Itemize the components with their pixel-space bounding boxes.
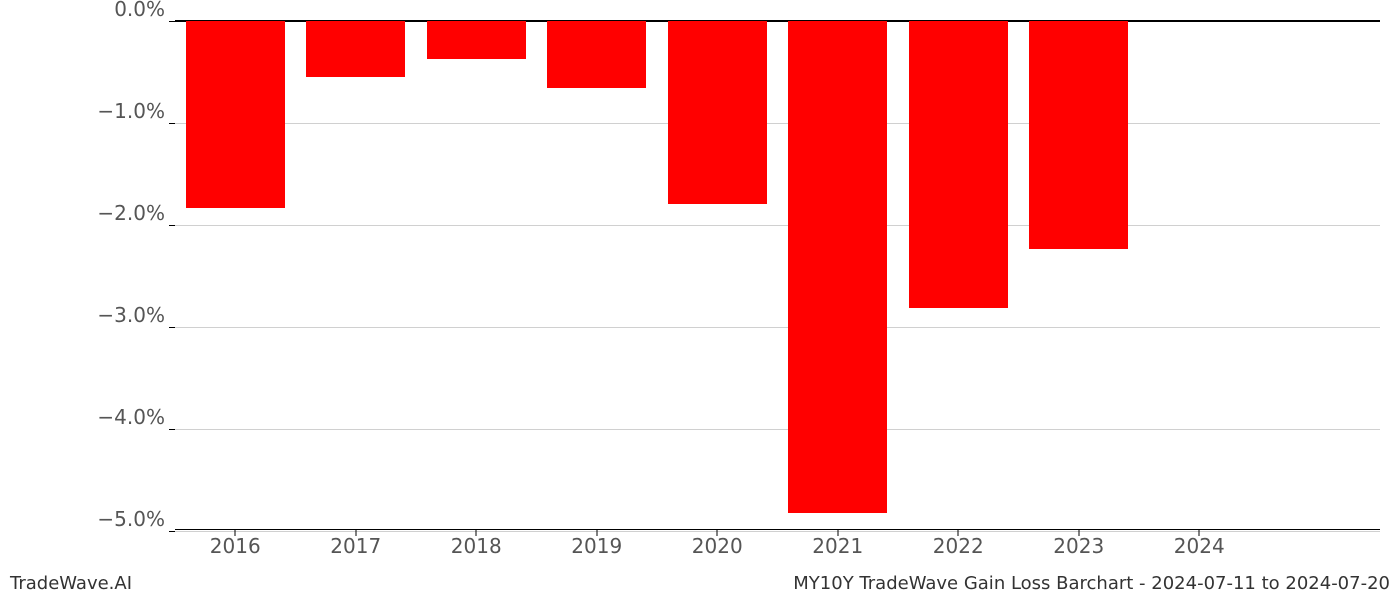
y-gridline <box>175 225 1380 226</box>
x-tick-label: 2017 <box>330 534 381 558</box>
y-tick-label: −2.0% <box>97 201 165 225</box>
bar <box>186 21 285 208</box>
x-tick-label: 2021 <box>812 534 863 558</box>
footer-left-text: TradeWave.AI <box>10 573 132 594</box>
bar <box>668 21 767 204</box>
x-tick-label: 2024 <box>1174 534 1225 558</box>
bar <box>427 21 526 59</box>
y-tick-label: −3.0% <box>97 303 165 327</box>
y-tick-label: 0.0% <box>114 0 165 21</box>
x-tick-label: 2020 <box>692 534 743 558</box>
x-tick-label: 2022 <box>933 534 984 558</box>
x-tick-label: 2018 <box>451 534 502 558</box>
bar <box>306 21 405 77</box>
y-tick-label: −4.0% <box>97 405 165 429</box>
y-gridline <box>175 429 1380 430</box>
y-tick-mark <box>169 123 175 124</box>
bar <box>788 21 887 513</box>
y-tick-mark <box>169 429 175 430</box>
y-tick-label: −1.0% <box>97 99 165 123</box>
bar <box>547 21 646 88</box>
bar <box>909 21 1008 308</box>
x-tick-label: 2016 <box>210 534 261 558</box>
y-tick-mark <box>169 225 175 226</box>
x-tick-label: 2023 <box>1053 534 1104 558</box>
chart-container: 0.0% −1.0% −2.0% −3.0% −4.0% −5.0% 2016 2017 201… <box>0 0 1400 600</box>
y-tick-mark <box>169 327 175 328</box>
y-gridline <box>175 327 1380 328</box>
footer-right-text: MY10Y TradeWave Gain Loss Barchart - 202… <box>793 573 1390 594</box>
bar <box>1029 21 1128 249</box>
y-tick-mark <box>169 531 175 532</box>
y-gridline <box>175 123 1380 124</box>
plot-area: 0.0%−1.0%−2.0%−3.0%−4.0%−5.0%20162017201… <box>175 20 1380 530</box>
y-tick-label: −5.0% <box>97 507 165 531</box>
x-tick-label: 2019 <box>571 534 622 558</box>
